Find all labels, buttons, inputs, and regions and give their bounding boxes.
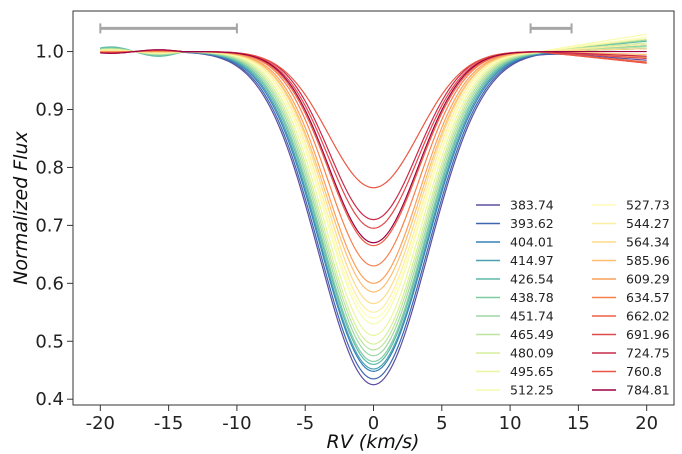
series-line [100, 39, 647, 357]
legend-label: 634.57 [626, 290, 670, 305]
legend-label: 760.8 [626, 364, 662, 379]
legend-item: 512.25 [476, 383, 554, 398]
x-tick-label: 20 [635, 413, 658, 434]
series-lines [100, 33, 647, 386]
series-line [100, 44, 647, 370]
series-line [100, 49, 647, 247]
legend-label: 404.01 [510, 235, 554, 250]
legend-item: 585.96 [592, 253, 670, 268]
legend-item: 544.27 [592, 216, 670, 231]
x-tick-label: 0 [368, 413, 379, 434]
legend-label: 724.75 [626, 346, 670, 361]
legend-item: 527.73 [592, 198, 670, 213]
legend-item: 414.97 [476, 253, 554, 268]
legend-label: 527.73 [626, 198, 670, 213]
legend-label: 544.27 [626, 216, 670, 231]
y-tick-label: 0.4 [35, 389, 64, 410]
legend-item: 426.54 [476, 272, 554, 287]
series-line [100, 49, 647, 189]
legend-label: 662.02 [626, 309, 670, 324]
legend-label: 691.96 [626, 327, 670, 342]
y-tick-label: 0.5 [35, 331, 64, 352]
legend-item: 451.74 [476, 309, 554, 324]
x-tick-label: -5 [296, 413, 314, 434]
legend-label: 465.49 [510, 327, 554, 342]
x-tick-label: 5 [436, 413, 447, 434]
legend-label: 512.25 [510, 383, 554, 398]
legend-label: 451.74 [510, 309, 554, 324]
legend-item: 438.78 [476, 290, 554, 305]
x-tick-label: -20 [86, 413, 115, 434]
series-line [100, 33, 647, 325]
series-line [100, 50, 647, 284]
legend-item: 784.81 [592, 383, 670, 398]
series-line [100, 50, 647, 267]
legend-label: 393.62 [510, 216, 554, 231]
legend-item: 480.09 [476, 346, 554, 361]
legend-item: 634.57 [592, 290, 670, 305]
legend-label: 438.78 [510, 290, 554, 305]
legend-item: 724.75 [592, 346, 670, 361]
y-axis-ticks: 0.4 0.5 0.6 0.7 0.8 0.9 1.0 [35, 42, 73, 410]
y-axis-title: Normalized Flux [10, 130, 32, 284]
series-line [100, 36, 647, 319]
series-line [100, 45, 647, 363]
legend-label: 585.96 [626, 253, 670, 268]
x-tick-label: -10 [222, 413, 251, 434]
y-tick-label: 0.6 [35, 273, 64, 294]
series-line [100, 49, 647, 229]
y-tick-label: 0.9 [35, 100, 64, 121]
legend-item: 691.96 [592, 327, 670, 342]
series-line [100, 40, 647, 366]
legend: 383.74 393.62 404.01 414.97 426.54 438.78 451.… [476, 198, 670, 398]
series-line [100, 44, 647, 313]
legend-item: 609.29 [592, 272, 670, 287]
x-axis-title: RV (km/s) [327, 431, 420, 453]
legend-label: 495.65 [510, 364, 554, 379]
y-tick-label: 0.7 [35, 215, 64, 236]
legend-label: 784.81 [626, 383, 670, 398]
series-line [100, 42, 647, 345]
legend-label: 426.54 [510, 272, 554, 287]
series-line [100, 48, 647, 380]
legend-label: 564.34 [626, 235, 670, 250]
legend-label: 383.74 [510, 198, 554, 213]
continuum-markers [99, 23, 573, 34]
series-line [100, 49, 647, 221]
continuum-range-marker [529, 23, 573, 34]
legend-label: 414.97 [510, 253, 554, 268]
y-tick-label: 0.8 [35, 157, 64, 178]
plot-frame [72, 10, 675, 406]
continuum-range-marker [99, 23, 238, 34]
series-line [100, 50, 647, 293]
x-axis-ticks: -20 -15 -10 -5 0 5 10 15 20 [86, 405, 658, 434]
legend-item: 760.8 [592, 364, 662, 379]
x-tick-label: 10 [499, 413, 522, 434]
legend-item: 383.74 [476, 198, 554, 213]
legend-label: 609.29 [626, 272, 670, 287]
x-tick-label: -15 [154, 413, 183, 434]
legend-item: 564.34 [592, 235, 670, 250]
x-tick-label: 15 [567, 413, 590, 434]
legend-item: 662.02 [592, 309, 670, 324]
legend-item: 495.65 [476, 364, 554, 379]
series-line [100, 47, 647, 372]
legend-item: 404.01 [476, 235, 554, 250]
legend-label: 480.09 [510, 346, 554, 361]
legend-item: 393.62 [476, 216, 554, 231]
series-line [100, 49, 647, 386]
legend-item: 465.49 [476, 327, 554, 342]
series-line [100, 49, 647, 244]
series-line [100, 46, 647, 351]
y-tick-label: 1.0 [35, 42, 64, 63]
